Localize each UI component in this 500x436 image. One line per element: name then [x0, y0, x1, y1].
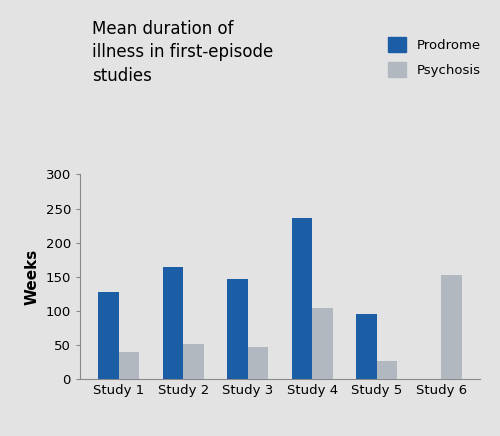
Bar: [248, 347, 268, 379]
Bar: [227, 279, 248, 379]
Bar: [162, 266, 184, 379]
Bar: [292, 218, 312, 379]
Bar: [356, 314, 376, 379]
Bar: [441, 276, 462, 379]
Legend: Prodrome, Psychosis: Prodrome, Psychosis: [388, 37, 481, 77]
Text: Mean duration of
illness in first-episode
studies: Mean duration of illness in first-episod…: [92, 20, 274, 85]
Bar: [376, 361, 398, 379]
Bar: [119, 352, 140, 379]
Bar: [98, 292, 119, 379]
Bar: [184, 344, 204, 379]
Y-axis label: Weeks: Weeks: [25, 249, 40, 305]
Bar: [312, 308, 333, 379]
